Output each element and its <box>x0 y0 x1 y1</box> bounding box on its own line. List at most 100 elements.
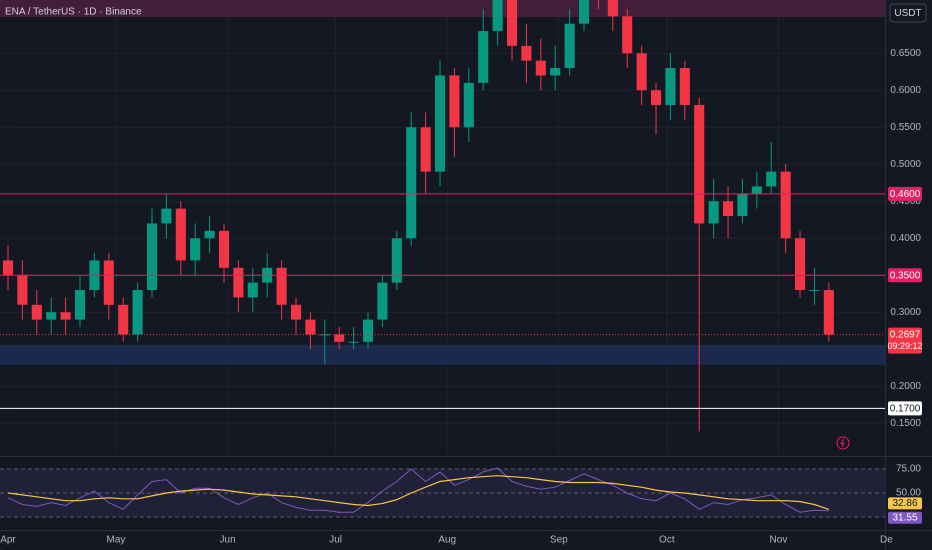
chart-title: ENA / TetherUS · 1D · Binance <box>5 7 142 18</box>
y-tick-label: 0.2000 <box>890 381 921 392</box>
candle-body <box>31 304 42 320</box>
candle-body <box>132 290 143 335</box>
x-tick-label: May <box>107 535 126 546</box>
candle-body <box>607 0 618 17</box>
y-tick-label: 0.4500 <box>890 196 921 207</box>
candle-body <box>506 0 518 46</box>
y-tick-label: 0.6500 <box>890 48 921 59</box>
candle-body <box>276 267 287 305</box>
x-tick-label: Jun <box>220 535 236 546</box>
candle-body <box>218 230 230 268</box>
candle-body <box>161 208 172 224</box>
candle-body <box>665 68 676 106</box>
currency-button[interactable] <box>889 3 927 23</box>
candle-body <box>190 238 201 261</box>
level-tag <box>888 186 922 201</box>
y-tick-label: 0.5500 <box>890 122 921 133</box>
candle-body <box>290 304 302 320</box>
x-tick-label: De <box>880 535 893 546</box>
x-tick-label: Sep <box>550 535 568 546</box>
candle-body <box>809 290 820 292</box>
candle-body <box>334 334 345 342</box>
rsi-tick-label: 75.00 <box>896 464 921 475</box>
level-label: 0.4600 <box>890 189 921 200</box>
x-tick-label: Apr <box>0 535 16 546</box>
candle-body <box>434 75 446 172</box>
zone <box>0 0 885 18</box>
candle-body <box>737 193 748 217</box>
level-label: 0.3500 <box>890 270 921 281</box>
y-tick-label: 0.5000 <box>890 159 921 170</box>
rsi-label: 31.55 <box>892 512 917 523</box>
alert-icon[interactable] <box>836 436 850 450</box>
candle-body <box>780 171 791 239</box>
candle-body <box>622 16 633 54</box>
candle-body <box>478 31 489 83</box>
rsi-tick-label: 50.00 <box>896 488 921 499</box>
rsi-pane <box>0 467 885 518</box>
candle-body <box>377 282 388 320</box>
candle-body <box>550 68 561 76</box>
rsi-tag <box>888 511 922 524</box>
candle-body <box>46 312 57 320</box>
candle-body <box>636 53 647 91</box>
y-tick-label: 0.4000 <box>890 233 921 244</box>
candle-body <box>463 82 474 128</box>
candle-body <box>60 312 71 320</box>
candle-body <box>103 260 114 305</box>
candle-body <box>74 290 86 320</box>
candle-body <box>650 90 662 106</box>
level-tag <box>888 401 922 416</box>
y-tick-label: 0.6000 <box>890 85 921 96</box>
axes: Apr May Jun Jul Aug Sep Oct Nov De 0.1500 0.2000 0.… <box>0 48 922 546</box>
last-price-tag <box>888 327 922 354</box>
candle-body <box>766 171 777 187</box>
candle-body <box>535 60 546 76</box>
candle-body <box>348 341 359 343</box>
currency-label[interactable]: USDT <box>894 8 921 19</box>
candle-body <box>233 267 244 298</box>
candle-body <box>578 0 590 24</box>
candle-body <box>406 127 417 239</box>
candle-body <box>694 105 705 224</box>
candle-body <box>708 201 719 224</box>
main-pane <box>0 0 885 432</box>
x-tick-label: Nov <box>770 535 788 546</box>
candle-body <box>305 319 316 335</box>
y-tick-label: 0.3000 <box>890 307 921 318</box>
candle-body <box>521 45 532 61</box>
candle-body <box>146 223 158 291</box>
candle-body <box>204 230 215 239</box>
candle-body <box>449 75 460 128</box>
candle-body <box>2 260 14 276</box>
x-tick-label: Jul <box>329 535 342 546</box>
candle-body <box>17 275 28 305</box>
rsi-ma-label: 32.86 <box>892 498 917 509</box>
candle-body <box>794 238 806 291</box>
candle-body <box>492 0 503 32</box>
countdown-label: 09:29:12 <box>887 341 922 351</box>
candle-body <box>175 208 186 261</box>
candle-body <box>247 282 258 298</box>
candle-body <box>823 290 834 335</box>
rsi-line <box>7 467 829 513</box>
alert-icon-bolt <box>840 438 845 448</box>
candle-body <box>420 127 431 172</box>
candle-body <box>564 23 575 69</box>
level-label: 0.1700 <box>890 404 921 415</box>
zone <box>0 344 885 365</box>
x-tick-label: Oct <box>659 535 675 546</box>
candle-body <box>362 319 374 342</box>
candle-body <box>118 304 129 335</box>
level-tag <box>888 268 922 283</box>
candle-body <box>751 186 762 194</box>
candle-body <box>679 68 690 106</box>
candle-body <box>391 238 402 283</box>
rsi-ma-tag <box>888 497 922 510</box>
x-tick-label: Aug <box>438 535 456 546</box>
last-price-label: 0.2697 <box>890 329 921 340</box>
y-tick-label: 0.1500 <box>890 418 921 429</box>
candle-body <box>722 201 734 217</box>
